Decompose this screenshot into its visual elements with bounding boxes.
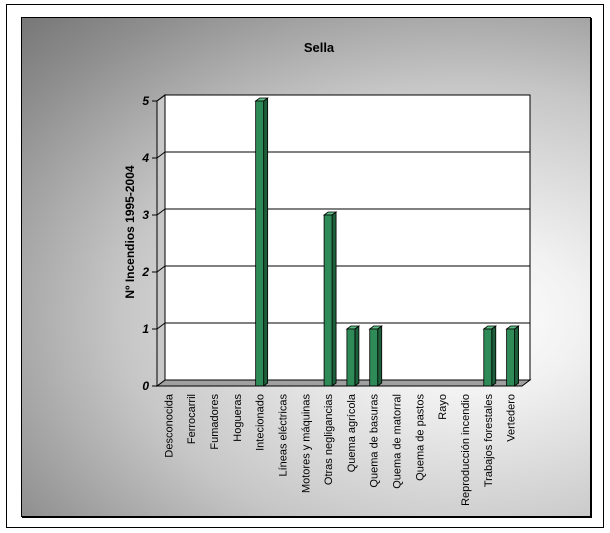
y-tick-label: 4 [141,151,149,165]
floor [155,379,532,387]
x-tick-label: Vertedero [506,394,518,442]
y-tick-label: 1 [142,322,149,336]
x-tick-label: Intecionado [255,394,267,451]
x-tick-label: Motores y máquinas [300,394,312,494]
x-tick-label: Quema de pastos [414,394,426,481]
bar [255,100,265,387]
x-tick-label: Quema agrícola [346,393,358,472]
chart-title: Sella [304,40,335,55]
gridline-side [156,94,166,102]
bar [323,214,333,387]
y-axis-label: Nº Incendios 1995-2004 [123,165,137,298]
chart-svg: Sella Nº Incendios 1995-2004 0 1 2 3 4 5 Desco… [123,40,532,506]
bar [506,328,515,387]
x-tick-label: Ferrocarril [186,394,198,444]
bar-side [491,325,497,387]
bar [369,328,379,387]
gridline-side [156,151,166,159]
side-wall [156,94,166,387]
x-tick-label: Reproducción incendio [460,394,472,506]
bar-side [354,325,360,387]
bar [483,328,493,387]
bar-side [331,211,337,387]
x-tick-label: Hogueras [232,394,244,442]
x-tick-label: Otras negligancias [323,394,335,486]
chart-area: Sella Nº Incendios 1995-2004 0 1 2 3 4 5 Desco… [21,17,591,517]
y-tick-label: 5 [142,94,149,108]
bar [346,328,356,387]
x-tick-label: Líneas eléctricas [277,394,289,477]
gridline-side [156,265,166,273]
gridline-side [156,322,166,330]
x-tick-label: Trabajos forestales [483,394,495,488]
y-tick-label: 2 [141,265,149,279]
x-tick-label: Rayo [437,394,449,420]
chart-frame: Sella Nº Incendios 1995-2004 0 1 2 3 4 5 Desco… [6,4,604,528]
x-tick-label: Desconocida [163,393,175,457]
x-tick-label: Quema de basuras [369,394,381,488]
y-tick-label: 3 [142,208,149,222]
bar-side [514,325,519,387]
plot-area: 0 1 2 3 4 5 Desconocida Ferrocarril Fumadores Hog… [141,94,532,506]
bar-side [377,325,383,387]
gridline-side [156,208,166,216]
y-tick-label: 0 [142,379,149,393]
x-tick-label: Fumadores [209,394,221,450]
x-tick-label: Quema de matorral [392,394,404,489]
bar-side [263,97,269,387]
